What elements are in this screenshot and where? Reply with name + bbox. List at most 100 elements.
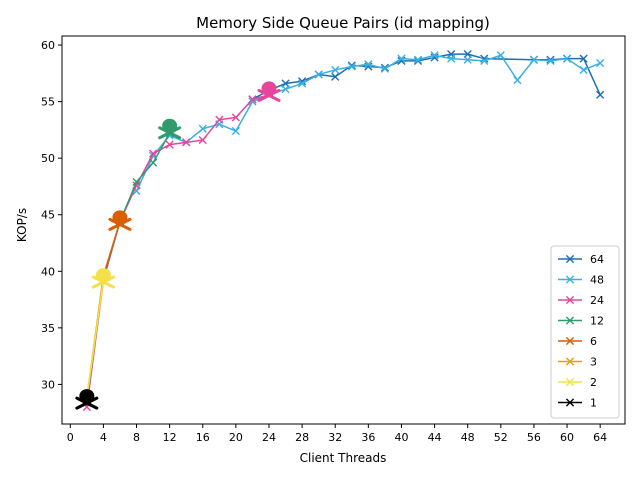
legend-label: 48 xyxy=(590,274,604,287)
data-point-48 xyxy=(562,54,572,63)
data-point-48 xyxy=(298,79,307,88)
data-point-48 xyxy=(579,65,588,75)
data-point-48 xyxy=(430,51,439,60)
legend-entry-24: 24 xyxy=(558,294,604,307)
data-point-24 xyxy=(182,138,191,147)
legend-marker xyxy=(565,316,575,325)
data-point-48 xyxy=(447,54,456,63)
x-tick-label: 20 xyxy=(229,431,243,444)
data-point-48 xyxy=(546,56,555,65)
data-point-64 xyxy=(347,61,356,70)
x-tick-label: 60 xyxy=(560,431,574,444)
data-point-48 xyxy=(281,85,290,94)
y-tick-label: 35 xyxy=(41,322,55,335)
data-point-24 xyxy=(231,113,240,122)
data-point-48 xyxy=(331,65,340,75)
skull-marker-6 xyxy=(108,210,132,231)
data-point-64 xyxy=(546,55,555,64)
legend-marker xyxy=(565,398,575,407)
legend-entry-6: 6 xyxy=(558,335,597,348)
data-point-48 xyxy=(463,55,472,64)
legend-entry-48: 48 xyxy=(558,274,604,287)
legend-label: 64 xyxy=(590,253,604,266)
data-point-48 xyxy=(314,70,323,79)
data-point-48 xyxy=(413,55,423,64)
x-tick-label: 28 xyxy=(295,431,309,444)
legend-marker xyxy=(565,377,575,387)
data-point-48 xyxy=(596,59,605,68)
y-tick-label: 55 xyxy=(41,96,55,109)
legend-label: 12 xyxy=(590,315,604,328)
series-12 xyxy=(82,129,174,407)
data-point-24 xyxy=(165,140,174,149)
legend-label: 3 xyxy=(590,356,597,369)
data-point-24 xyxy=(148,149,158,158)
data-point-48 xyxy=(347,62,356,71)
plot-area xyxy=(75,50,605,412)
data-point-12 xyxy=(148,158,158,167)
y-tick-label: 50 xyxy=(41,152,55,165)
x-tick-label: 48 xyxy=(461,431,475,444)
skull-marker-1 xyxy=(75,389,99,410)
data-point-24 xyxy=(198,135,207,145)
y-tick-label: 45 xyxy=(41,209,55,222)
x-tick-label: 4 xyxy=(100,431,107,444)
data-point-24 xyxy=(248,95,257,104)
legend: 64 48 24 12 6 3 2 1 xyxy=(550,245,620,419)
data-point-64 xyxy=(331,72,340,81)
y-tick-label: 40 xyxy=(41,265,55,278)
series-line-2 xyxy=(86,280,105,399)
series-2 xyxy=(82,276,108,403)
skull-marker-12 xyxy=(158,118,182,140)
series-line-12 xyxy=(86,132,171,403)
legend-marker xyxy=(565,275,575,284)
x-tick-label: 40 xyxy=(394,431,408,444)
legend-label: 6 xyxy=(590,335,597,348)
data-point-48 xyxy=(380,64,389,73)
x-tick-label: 56 xyxy=(527,431,541,444)
data-point-24 xyxy=(215,115,224,124)
series-line-48 xyxy=(135,54,601,192)
legend-marker xyxy=(565,295,575,305)
legend-box xyxy=(550,245,620,419)
legend-marker xyxy=(565,357,575,366)
series-line-24 xyxy=(86,94,270,408)
x-tick-label: 16 xyxy=(196,431,210,444)
skull-marker-24 xyxy=(257,81,281,102)
data-point-48 xyxy=(397,54,406,63)
x-tick-label: 52 xyxy=(494,431,508,444)
y-tick-label: 60 xyxy=(41,39,55,52)
x-tick-label: 44 xyxy=(428,431,442,444)
legend-entry-64: 64 xyxy=(558,253,604,266)
x-axis-label: Client Threads xyxy=(300,451,387,465)
x-tick-label: 32 xyxy=(328,431,342,444)
data-point-64 xyxy=(596,90,605,99)
data-point-48 xyxy=(231,126,240,136)
data-point-64 xyxy=(579,54,588,63)
x-tick-label: 12 xyxy=(163,431,177,444)
x-tick-label: 8 xyxy=(133,431,140,444)
legend-entry-1: 1 xyxy=(558,397,597,410)
x-tick-label: 0 xyxy=(67,431,74,444)
plot-frame xyxy=(61,35,626,425)
legend-label: 2 xyxy=(590,376,597,389)
x-tick-label: 36 xyxy=(361,431,375,444)
legend-label: 24 xyxy=(590,294,604,307)
x-tick-label: 24 xyxy=(262,431,276,444)
legend-entry-12: 12 xyxy=(558,315,604,328)
axes: 0 4 8 12 16 20 24 28 32 36 40 44 48 52 56 60 64303540455… xyxy=(41,35,626,444)
skull-marker-2 xyxy=(91,268,115,289)
data-point-12 xyxy=(132,177,141,187)
data-point-48 xyxy=(198,124,207,133)
legend-entry-2: 2 xyxy=(558,376,597,389)
series-48 xyxy=(132,51,605,196)
y-axis-label: KOP/s xyxy=(15,208,29,242)
legend-marker xyxy=(565,254,575,264)
legend-label: 1 xyxy=(590,397,597,410)
chart-title: Memory Side Queue Pairs (id mapping) xyxy=(196,14,490,32)
data-point-48 xyxy=(364,60,373,69)
x-tick-label: 64 xyxy=(593,431,607,444)
legend-entry-3: 3 xyxy=(558,356,597,369)
data-point-48 xyxy=(513,76,522,85)
